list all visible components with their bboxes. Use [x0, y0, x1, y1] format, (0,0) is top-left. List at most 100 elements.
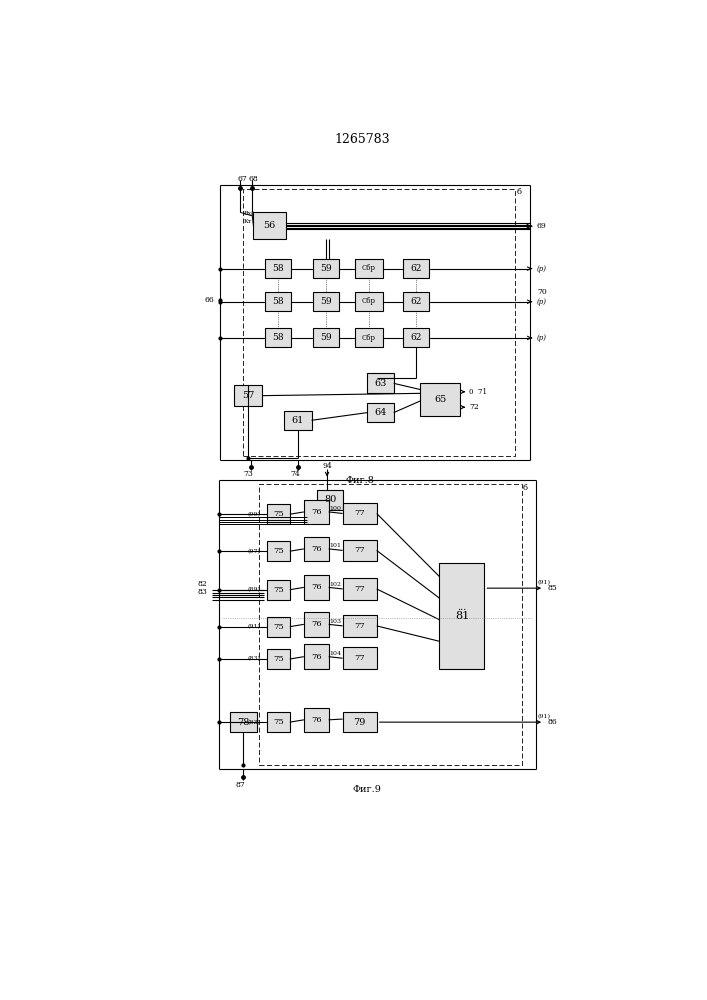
FancyBboxPatch shape: [317, 490, 344, 510]
FancyBboxPatch shape: [304, 575, 329, 600]
Text: 58: 58: [272, 333, 284, 342]
FancyBboxPatch shape: [440, 563, 484, 669]
Text: 76: 76: [311, 583, 322, 591]
Text: 103: 103: [329, 619, 341, 624]
Text: 56: 56: [264, 221, 276, 230]
FancyBboxPatch shape: [313, 328, 339, 347]
Text: 65: 65: [434, 395, 446, 404]
FancyBboxPatch shape: [343, 578, 377, 600]
Text: 80: 80: [324, 495, 337, 504]
Text: Сбр: Сбр: [362, 297, 376, 305]
Text: 86: 86: [547, 718, 557, 726]
Text: 77: 77: [354, 622, 365, 630]
Text: 75: 75: [273, 623, 284, 631]
FancyBboxPatch shape: [230, 712, 257, 732]
Text: Сбр: Сбр: [362, 334, 376, 342]
Text: 104: 104: [329, 651, 341, 656]
Text: 76: 76: [311, 716, 322, 724]
Text: (89): (89): [247, 587, 260, 592]
Text: 75: 75: [273, 586, 284, 594]
Text: 78: 78: [237, 718, 250, 727]
FancyBboxPatch shape: [284, 411, 312, 430]
Text: 81: 81: [455, 611, 469, 621]
FancyBboxPatch shape: [368, 403, 394, 422]
Text: 75: 75: [273, 510, 284, 518]
Text: 75: 75: [273, 718, 284, 726]
Bar: [243, 189, 515, 456]
Text: 67: 67: [238, 175, 247, 183]
FancyBboxPatch shape: [304, 612, 329, 637]
FancyBboxPatch shape: [304, 708, 329, 732]
FancyBboxPatch shape: [267, 712, 290, 732]
FancyBboxPatch shape: [403, 259, 429, 278]
FancyBboxPatch shape: [267, 617, 290, 637]
Text: 87: 87: [235, 781, 245, 789]
Text: (83): (83): [247, 720, 260, 725]
Text: 57: 57: [242, 391, 255, 400]
FancyBboxPatch shape: [343, 615, 377, 637]
Text: 72: 72: [469, 403, 479, 411]
FancyBboxPatch shape: [403, 328, 429, 347]
Text: 102: 102: [329, 582, 341, 587]
Text: б: б: [517, 188, 522, 196]
Text: Кт1: Кт1: [243, 219, 256, 224]
Text: 59: 59: [320, 264, 332, 273]
FancyBboxPatch shape: [368, 373, 394, 393]
FancyBboxPatch shape: [304, 537, 329, 561]
FancyBboxPatch shape: [253, 212, 286, 239]
Text: 0  71: 0 71: [469, 388, 487, 396]
Text: 61: 61: [291, 416, 304, 425]
Text: 59: 59: [320, 333, 332, 342]
Text: 77: 77: [354, 546, 365, 554]
FancyBboxPatch shape: [313, 292, 339, 311]
Text: б: б: [523, 484, 528, 492]
Text: Сбр: Сбр: [362, 264, 376, 272]
Text: 62: 62: [411, 264, 422, 273]
Text: 82: 82: [198, 580, 208, 588]
FancyBboxPatch shape: [343, 712, 377, 732]
Text: (р): (р): [537, 298, 547, 306]
Text: (р): (р): [537, 334, 547, 342]
FancyBboxPatch shape: [420, 383, 460, 416]
Text: (91): (91): [247, 624, 260, 629]
Text: Фиг.9: Фиг.9: [353, 785, 382, 794]
Text: 94: 94: [322, 462, 332, 471]
Text: 101: 101: [329, 543, 341, 548]
Text: Фиг.8: Фиг.8: [345, 476, 374, 485]
Text: 58: 58: [272, 264, 284, 273]
Text: (р): (р): [537, 265, 547, 273]
FancyBboxPatch shape: [403, 292, 429, 311]
Text: 76: 76: [311, 620, 322, 628]
FancyBboxPatch shape: [304, 500, 329, 524]
FancyBboxPatch shape: [355, 259, 383, 278]
FancyBboxPatch shape: [267, 649, 290, 669]
Text: 62: 62: [411, 333, 422, 342]
Text: 77: 77: [354, 585, 365, 593]
Text: 100: 100: [329, 506, 341, 511]
Text: 73: 73: [244, 470, 254, 478]
Text: 79: 79: [354, 718, 366, 727]
Text: (91): (91): [538, 714, 551, 719]
Text: 85: 85: [547, 584, 557, 592]
FancyBboxPatch shape: [234, 385, 262, 406]
FancyBboxPatch shape: [267, 580, 290, 600]
Text: 77: 77: [354, 654, 365, 662]
Text: 69: 69: [537, 222, 546, 230]
Text: 76: 76: [311, 545, 322, 553]
Text: 58: 58: [272, 297, 284, 306]
FancyBboxPatch shape: [313, 259, 339, 278]
Text: 83: 83: [198, 588, 208, 596]
Text: 1265783: 1265783: [334, 133, 390, 146]
FancyBboxPatch shape: [343, 540, 377, 561]
FancyBboxPatch shape: [267, 504, 290, 524]
FancyBboxPatch shape: [343, 647, 377, 669]
Text: 64: 64: [375, 408, 387, 417]
Text: (97): (97): [247, 549, 260, 554]
FancyBboxPatch shape: [343, 503, 377, 524]
Text: 68: 68: [249, 175, 259, 183]
Text: 62: 62: [411, 297, 422, 306]
Text: 70: 70: [537, 288, 547, 296]
FancyBboxPatch shape: [304, 644, 329, 669]
Text: (83): (83): [247, 656, 260, 662]
Text: 76: 76: [311, 508, 322, 516]
